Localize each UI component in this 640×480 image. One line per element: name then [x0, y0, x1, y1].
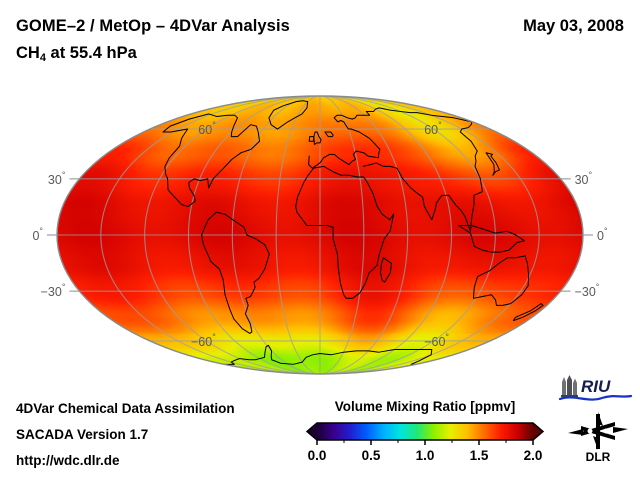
page-title: GOME–2 / MetOp – 4DVar Analysis	[16, 17, 290, 35]
colorbar-tick: 0.5	[361, 448, 381, 463]
date-label: May 03, 2008	[523, 17, 624, 35]
footer-line-1: 4DVar Chemical Data Assimilation	[16, 401, 235, 416]
footer-line-2: SACADA Version 1.7	[16, 427, 149, 442]
riu-wave-icon	[558, 394, 633, 401]
colorbar-tick: 1.5	[469, 448, 489, 463]
colorbar	[306, 420, 544, 446]
mollweide-map	[0, 80, 640, 380]
latitude-label-left-30: 30°	[47, 169, 66, 187]
species-subscript: 4	[39, 52, 46, 64]
latitude-label-left-minus30: −30°	[40, 282, 66, 300]
footer-line-3[interactable]: http://wdc.dlr.de	[16, 453, 120, 468]
pressure-label: at 55.4 hPa	[45, 44, 137, 62]
colorbar-tick: 2.0	[523, 448, 543, 463]
latitude-label-right-0: 0°	[597, 226, 608, 244]
latitude-label-right-minus30: −30°	[574, 282, 600, 300]
riu-towers-icon	[561, 375, 578, 397]
dlr-wordmark: DLR	[586, 450, 611, 463]
colorbar-tick: 1.0	[415, 448, 435, 463]
dlr-mark-icon	[568, 412, 628, 450]
colorbar-tick: 0.0	[307, 448, 327, 463]
latitude-label-right-60: 60°	[424, 120, 442, 138]
subtitle: CH4 at 55.4 hPa	[16, 44, 137, 64]
species-label: CH	[16, 44, 40, 62]
riu-logo: RIU	[558, 375, 633, 401]
latitude-label-left-0: 0°	[32, 226, 43, 244]
dlr-logo: DLR	[568, 412, 628, 463]
latitude-label-left-minus60: −60°	[190, 331, 216, 350]
colorbar-tick-labels: 0.0 0.5 1.0 1.5 2.0	[306, 448, 544, 466]
colorbar-title: Volume Mixing Ratio [ppmv]	[334, 399, 516, 414]
latitude-label-left-60: 60°	[198, 120, 216, 138]
latitude-label-right-minus60: −60°	[424, 331, 450, 350]
latitude-label-right-30: 30°	[574, 169, 593, 187]
riu-wordmark: RIU	[581, 377, 611, 396]
